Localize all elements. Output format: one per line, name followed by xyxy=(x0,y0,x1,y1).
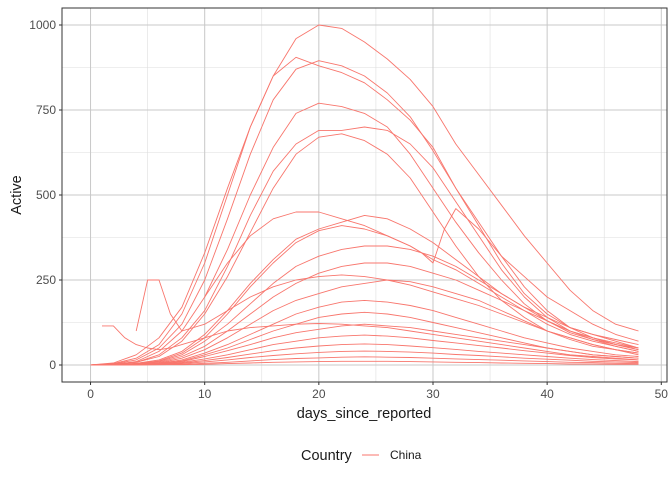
x-axis-ticks: 0 10 20 30 40 50 xyxy=(87,382,668,401)
series-line xyxy=(90,60,639,366)
y-axis-ticks: 0 250 500 750 1000 xyxy=(29,18,62,372)
x-tick-label: 30 xyxy=(426,387,440,401)
x-tick-label: 50 xyxy=(655,387,669,401)
series-line xyxy=(90,334,639,366)
y-tick-label: 250 xyxy=(36,273,56,287)
series-line xyxy=(90,323,639,366)
series-line xyxy=(90,225,639,366)
series-line xyxy=(90,360,639,366)
series-line xyxy=(135,274,639,356)
y-tick-label: 500 xyxy=(36,188,56,202)
series-line xyxy=(90,262,639,366)
y-tick-label: 1000 xyxy=(29,18,56,32)
x-tick-label: 40 xyxy=(540,387,554,401)
x-tick-label: 20 xyxy=(312,387,326,401)
legend-title: Country xyxy=(301,448,353,464)
y-tick-label: 750 xyxy=(36,103,56,117)
y-tick-label: 0 xyxy=(49,358,56,372)
legend-label: China xyxy=(390,448,422,462)
series-line xyxy=(90,299,639,366)
y-axis-title: Active xyxy=(9,175,25,215)
series-line xyxy=(204,208,639,342)
x-tick-label: 10 xyxy=(198,387,212,401)
series-line xyxy=(90,245,639,366)
x-tick-label: 0 xyxy=(87,387,94,401)
series-line xyxy=(90,24,639,366)
x-axis-title: days_since_reported xyxy=(297,406,432,422)
series-lines xyxy=(90,24,639,366)
series-line xyxy=(90,343,639,366)
legend: Country China xyxy=(301,448,422,464)
series-line xyxy=(90,350,639,366)
series-line xyxy=(102,323,639,361)
gridlines xyxy=(62,8,667,382)
series-line xyxy=(90,56,639,366)
